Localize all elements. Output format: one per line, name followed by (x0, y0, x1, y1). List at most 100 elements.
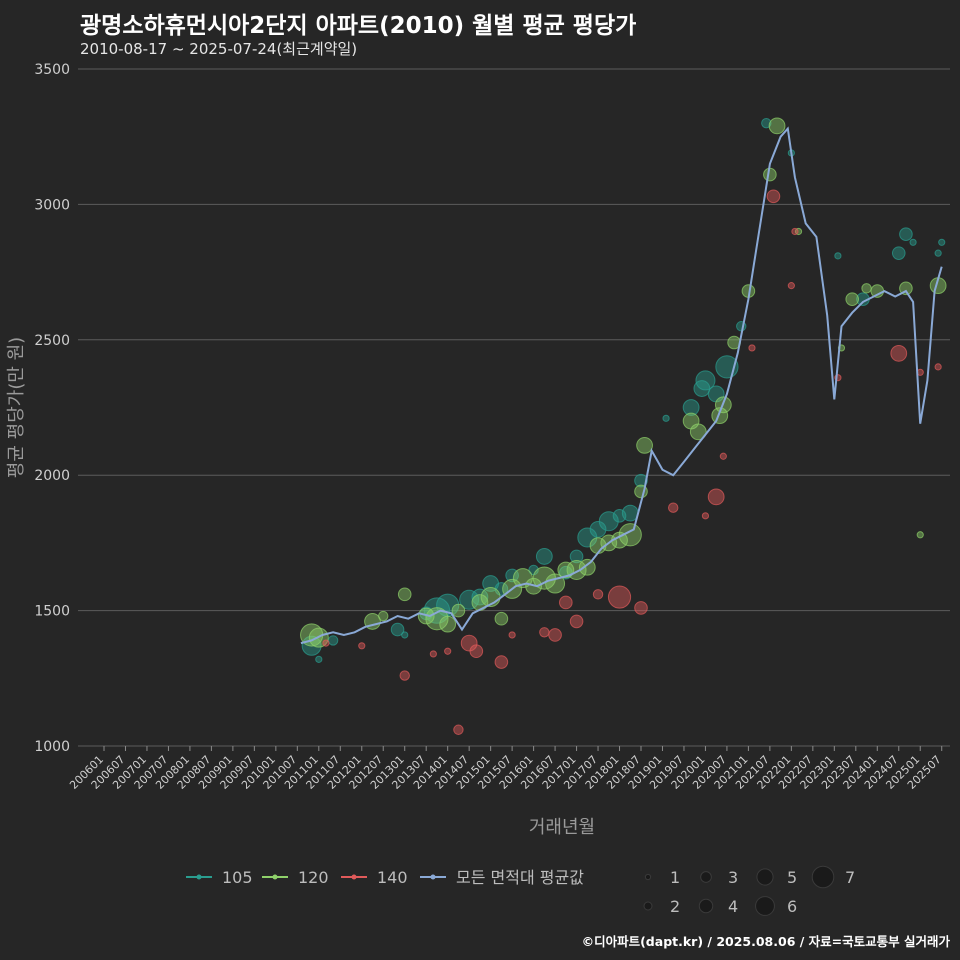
data-point (401, 631, 409, 639)
data-point (909, 238, 917, 246)
data-point (916, 531, 924, 539)
legend-size-label: 7 (845, 868, 855, 887)
data-point (397, 587, 412, 602)
legend-size-label: 6 (787, 897, 797, 916)
data-point (890, 344, 908, 362)
data-point (707, 488, 725, 506)
data-point (578, 558, 596, 576)
legend-label: 105 (222, 868, 253, 887)
series-140 (322, 189, 942, 735)
legend-marker (196, 874, 202, 880)
data-point (934, 363, 942, 371)
legend-size-marker (756, 868, 774, 886)
data-point (719, 452, 727, 460)
legend-size-label: 2 (670, 897, 680, 916)
data-point (469, 644, 484, 659)
data-point (451, 603, 466, 618)
y-tick-label: 3000 (34, 197, 70, 213)
data-point (327, 635, 339, 646)
legend: 105 120 140 모든 면적대 평균값 1 2 3 4 5 6 7 (186, 865, 855, 916)
data-point (891, 246, 906, 260)
y-axis-title: 평균 평당가(만 원) (6, 337, 27, 478)
series-120 (300, 117, 947, 648)
data-point (569, 549, 584, 564)
data-point (695, 370, 716, 391)
data-point (787, 282, 795, 290)
legend-size-marker (644, 873, 652, 881)
data-point (315, 655, 323, 663)
data-point (429, 650, 437, 658)
chart-title: 광명소하휴먼시아2단지 아파트(2010) 월별 평균 평당가 (80, 13, 637, 39)
data-point (899, 227, 913, 241)
data-point (618, 523, 642, 547)
y-tick-label: 2000 (34, 468, 70, 484)
data-point (689, 423, 707, 441)
data-point (791, 227, 799, 236)
data-point (494, 655, 509, 669)
data-point (425, 607, 449, 631)
source-credit: ©디아파트(dapt.kr) / 2025.08.06 / 자료=국토교통부 실… (581, 934, 950, 949)
data-point (668, 502, 679, 513)
legend-marker (430, 874, 436, 880)
y-grid: 1000 1500 2000 2500 3000 3500 (34, 62, 950, 755)
data-point (934, 249, 942, 257)
data-point (548, 628, 562, 642)
data-point (459, 589, 480, 610)
x-axis-title: 거래년월 (529, 817, 595, 838)
data-point (766, 189, 781, 204)
y-tick-label: 3500 (34, 62, 70, 78)
y-tick-label: 1500 (34, 604, 70, 620)
data-point (634, 473, 648, 488)
legend-marker (351, 874, 357, 880)
data-point (508, 631, 516, 639)
data-point (569, 614, 584, 629)
legend-marker (272, 874, 278, 880)
y-tick-label: 1000 (34, 739, 70, 755)
data-point (399, 670, 410, 681)
legend-size-marker (700, 871, 712, 883)
legend-label: 모든 면적대 평균값 (456, 868, 584, 887)
data-point (539, 627, 550, 638)
data-point (358, 642, 366, 650)
data-point (557, 561, 575, 579)
data-point (636, 437, 653, 454)
data-point (322, 639, 330, 647)
x-axis: 2006012006072007012007072008012008072009… (67, 746, 944, 792)
chart-subtitle: 2010-08-17 ~ 2025-07-24(최근계약일) (80, 40, 358, 58)
data-point (938, 238, 946, 246)
data-point (378, 610, 389, 622)
data-point (845, 292, 860, 306)
data-point (834, 252, 842, 260)
average-line (300, 126, 943, 645)
data-point (460, 634, 478, 652)
data-point (861, 283, 872, 294)
data-point (559, 595, 573, 610)
data-point (768, 117, 786, 135)
legend-size-label: 5 (787, 868, 797, 887)
data-point (701, 512, 710, 520)
data-point (390, 622, 405, 637)
data-point (423, 597, 451, 624)
data-point (444, 647, 452, 655)
legend-size-label: 4 (728, 897, 738, 916)
legend-size-label: 3 (728, 868, 738, 887)
legend-size-marker (698, 898, 714, 914)
series-105 (301, 117, 946, 663)
data-point (471, 588, 489, 606)
data-point (682, 399, 700, 416)
data-point (494, 611, 509, 626)
legend-size-marker (643, 901, 653, 911)
data-point (592, 589, 604, 600)
legend-size-marker (811, 865, 835, 889)
data-point (439, 615, 457, 633)
data-point (748, 344, 756, 352)
data-point (662, 414, 670, 422)
data-point (535, 548, 553, 565)
data-point (453, 724, 464, 735)
data-point (899, 281, 913, 296)
legend-label: 140 (377, 868, 408, 887)
legend-size-label: 1 (670, 868, 680, 887)
legend-label: 120 (298, 868, 329, 887)
